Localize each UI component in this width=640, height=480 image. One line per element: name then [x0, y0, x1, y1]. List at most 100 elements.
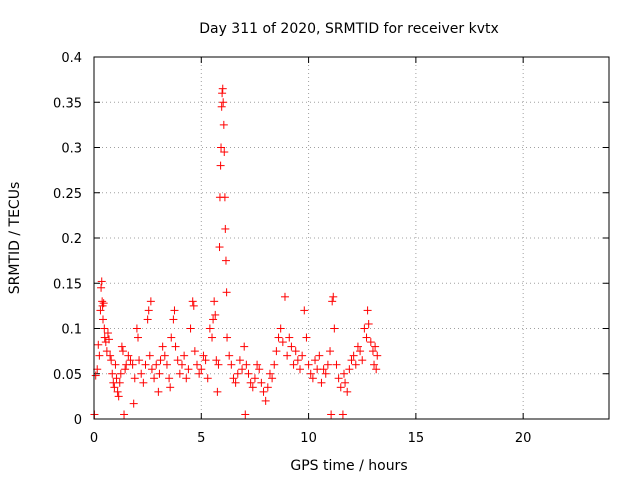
data-point	[177, 360, 186, 369]
data-point	[296, 365, 304, 374]
data-point	[319, 365, 328, 374]
x-tick-label: 0	[90, 431, 98, 446]
data-point	[128, 360, 137, 369]
data-point	[368, 347, 377, 356]
data-point	[235, 356, 244, 365]
data-point	[242, 360, 251, 369]
data-point	[265, 369, 274, 378]
data-point	[217, 143, 226, 152]
data-point	[124, 351, 133, 360]
data-point	[285, 333, 294, 342]
data-point	[93, 365, 102, 374]
data-point	[165, 374, 174, 383]
data-point	[255, 365, 264, 374]
y-axis-label: SRMTID / TECUs	[7, 182, 23, 295]
data-point	[353, 342, 362, 351]
data-point	[144, 306, 153, 315]
data-point	[287, 342, 296, 351]
data-point	[130, 374, 139, 383]
data-point	[283, 351, 292, 360]
data-point	[112, 374, 121, 383]
data-point	[139, 378, 148, 387]
data-point	[338, 410, 347, 419]
data-point	[146, 297, 155, 306]
data-point	[180, 351, 189, 360]
data-point	[308, 374, 317, 383]
data-point	[304, 360, 313, 369]
data-point	[315, 351, 324, 360]
data-point	[97, 277, 106, 286]
data-point	[349, 351, 358, 360]
data-point	[186, 324, 195, 333]
data-point	[210, 297, 219, 306]
data-point	[216, 161, 225, 170]
data-point	[213, 387, 222, 396]
y-tick-label: 0.1	[61, 323, 82, 338]
data-point	[259, 387, 268, 396]
data-point	[205, 324, 214, 333]
data-point	[111, 360, 120, 369]
data-point	[162, 360, 171, 369]
data-point	[321, 369, 330, 378]
data-point	[115, 378, 124, 387]
chart-title: Day 311 of 2020, SRMTID for receiver kvt…	[199, 21, 499, 37]
data-point	[118, 347, 127, 356]
x-tick-label: 15	[408, 431, 425, 446]
data-point	[227, 360, 236, 369]
data-point	[189, 301, 198, 310]
y-tick-label: 0.3	[61, 142, 82, 157]
data-point	[106, 351, 115, 360]
data-point	[219, 120, 228, 129]
data-point	[334, 374, 343, 383]
data-point	[113, 387, 122, 396]
data-point	[233, 369, 242, 378]
data-point	[137, 369, 146, 378]
data-point	[253, 360, 262, 369]
data-point	[171, 342, 180, 351]
data-point	[250, 374, 259, 383]
data-point	[211, 310, 220, 319]
data-point	[263, 383, 272, 392]
data-point	[302, 333, 311, 342]
data-point	[121, 365, 130, 374]
grid	[94, 57, 609, 419]
data-point	[129, 399, 138, 408]
data-point	[150, 374, 159, 383]
data-point	[362, 333, 371, 342]
data-point	[356, 347, 365, 356]
data-point	[280, 292, 289, 301]
data-point	[341, 378, 350, 387]
data-point	[244, 369, 253, 378]
data-point	[188, 297, 197, 306]
data-point	[193, 360, 201, 369]
data-point	[141, 360, 150, 369]
data-point	[221, 256, 230, 265]
data-point	[364, 319, 373, 328]
data-point	[291, 347, 300, 356]
data-point	[343, 387, 352, 396]
data-point	[94, 340, 103, 349]
data-point	[96, 306, 105, 315]
data-point	[152, 360, 161, 369]
data-point	[170, 306, 179, 315]
y-tick-label: 0	[74, 413, 82, 428]
data-point	[274, 333, 283, 342]
data-point	[300, 306, 309, 315]
data-point	[143, 315, 152, 324]
data-point	[221, 224, 230, 233]
data-point	[351, 360, 360, 369]
data-point	[278, 338, 287, 347]
data-point	[289, 360, 298, 369]
y-tick-label: 0.25	[53, 187, 82, 202]
data-point	[133, 333, 142, 342]
axis-ticks: 0 5 10 15 20 0 0.05 0.1 0.15 0.2 0.25 0.3 0.35 0.4	[53, 51, 609, 446]
data-point	[184, 365, 193, 374]
data-point	[110, 383, 119, 392]
data-point	[105, 335, 114, 344]
data-point	[257, 378, 266, 387]
plot-frame	[93, 56, 610, 420]
data-point	[360, 324, 369, 333]
data-point	[327, 410, 336, 419]
data-point	[182, 374, 191, 383]
